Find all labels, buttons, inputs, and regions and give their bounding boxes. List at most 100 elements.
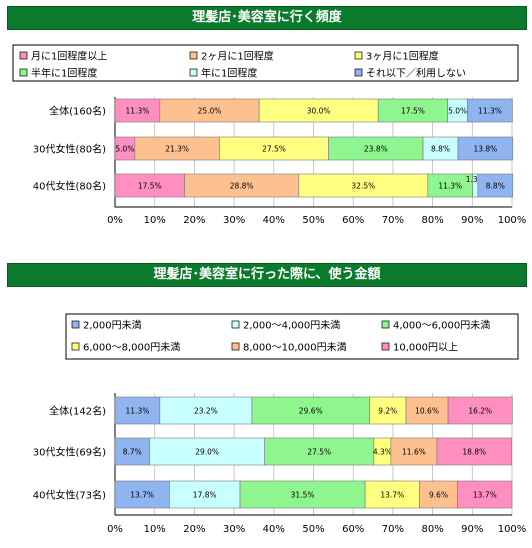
data-label: 8.7%: [123, 448, 142, 457]
legend-swatch: [189, 51, 198, 60]
legend-swatch: [71, 342, 80, 351]
x-tick-label: 70%: [382, 215, 404, 226]
x-tick-label: 70%: [382, 524, 404, 535]
legend-swatch: [19, 68, 28, 77]
x-tick-label: 20%: [183, 524, 205, 535]
category-label: 40代女性(80名): [33, 180, 106, 193]
bar-segment: [114, 480, 170, 509]
category-label: 40代女性(73名): [33, 489, 106, 502]
category-label: 30代女性(80名): [33, 143, 106, 156]
data-label: 5.0%: [115, 145, 134, 154]
x-tick-label: 0%: [107, 215, 123, 226]
data-label: 4.3%: [373, 448, 392, 457]
data-label: 1.3%: [466, 175, 485, 184]
bar-segment: [457, 480, 513, 509]
x-tick-label: 50%: [302, 524, 324, 535]
bar-segment: [405, 396, 449, 425]
legend-entry: 4,000～6,000円未満: [393, 320, 490, 332]
data-label: 8.8%: [486, 182, 505, 191]
legend-entry: 月に1回程度以上: [31, 50, 107, 63]
legend-swatch: [231, 320, 240, 329]
legend-entry: 10,000円以上: [393, 342, 458, 354]
bar-segment: [239, 480, 366, 509]
legend-box: [12, 44, 519, 82]
legend-swatch: [381, 342, 390, 351]
x-tick-label: 10%: [144, 524, 166, 535]
data-label: 29.6%: [299, 407, 323, 416]
legend-entry: 3ヶ月に1回程度: [366, 50, 439, 63]
x-tick-label: 90%: [461, 215, 483, 226]
data-label: 10.6%: [415, 407, 439, 416]
category-label: 全体(142名): [49, 405, 106, 418]
x-tick-label: 90%: [461, 524, 483, 535]
legend-entry: 2ヶ月に1回程度: [201, 50, 274, 63]
x-tick-label: 100%: [498, 524, 527, 535]
data-label: 17.5%: [138, 182, 162, 191]
data-label: 5.0%: [448, 107, 467, 116]
chart2-title: 理髪店･美容室に行った際に、使う金額: [7, 263, 527, 287]
data-label: 13.7%: [130, 491, 154, 500]
x-tick-label: 50%: [302, 215, 324, 226]
data-label: 18.8%: [462, 448, 486, 457]
legend-entry: 半年に1回程度: [31, 67, 97, 80]
bar-segment: [369, 396, 407, 425]
data-label: 9.6%: [429, 491, 448, 500]
data-label: 8.8%: [431, 145, 450, 154]
data-label: 17.5%: [401, 107, 425, 116]
legend-swatch: [189, 68, 198, 77]
x-tick-label: 30%: [223, 215, 245, 226]
x-tick-label: 60%: [342, 215, 364, 226]
bar-segment: [159, 396, 253, 425]
legend-entry: 2,000～4,000円未満: [243, 320, 340, 332]
data-label: 13.7%: [473, 491, 497, 500]
data-label: 27.5%: [262, 145, 286, 154]
bar-segment: [467, 98, 513, 123]
x-tick-label: 10%: [144, 215, 166, 226]
bar-segment: [457, 136, 514, 161]
x-tick-label: 20%: [183, 215, 205, 226]
data-label: 29.0%: [195, 448, 219, 457]
data-label: 11.3%: [126, 407, 150, 416]
legend-entry: 6,000～8,000円未満: [83, 342, 180, 354]
data-label: 13.8%: [473, 145, 497, 154]
data-label: 30.0%: [307, 107, 331, 116]
data-label: 27.5%: [307, 448, 331, 457]
bar-segment: [447, 396, 513, 425]
bar-segment: [390, 437, 438, 466]
data-label: 11.3%: [438, 182, 462, 191]
data-label: 28.8%: [230, 182, 254, 191]
bar-segment: [169, 480, 241, 509]
legend-swatch: [231, 342, 240, 351]
x-tick-label: 80%: [421, 215, 443, 226]
category-label: 30代女性(69名): [33, 446, 106, 459]
legend-entry: 年に1回程度: [201, 67, 257, 80]
data-label: 31.5%: [291, 491, 315, 500]
category-label: 全体(160名): [49, 105, 106, 118]
legend-box: [65, 313, 519, 360]
legend-swatch: [381, 320, 390, 329]
bar-segment: [364, 480, 420, 509]
x-tick-label: 30%: [223, 524, 245, 535]
data-label: 25.0%: [198, 107, 222, 116]
data-label: 23.8%: [364, 145, 388, 154]
chart-2-legend: 2,000円未満 2,000～4,000円未満 4,000～6,000円未満 6,00…: [65, 313, 519, 360]
legend-entry: 2,000円未満: [83, 320, 142, 332]
x-tick-label: 80%: [421, 524, 443, 535]
data-label: 17.8%: [193, 491, 217, 500]
data-label: 11.3%: [126, 107, 150, 116]
chart-2: 2,000円未満 2,000～4,000円未満 4,000～6,000円未満 6,00…: [33, 313, 527, 535]
legend-entry: それ以下／利用しない: [366, 68, 466, 80]
bar-segment: [149, 437, 265, 466]
x-tick-label: 60%: [342, 524, 364, 535]
bar-segment: [419, 480, 458, 509]
data-label: 13.7%: [380, 491, 404, 500]
legend-entry: 8,000～10,000円未満: [243, 342, 347, 354]
legend-swatch: [354, 51, 363, 60]
data-label: 23.2%: [194, 407, 218, 416]
data-label: 16.2%: [468, 407, 492, 416]
data-label: 11.6%: [402, 448, 426, 457]
legend-swatch: [19, 51, 28, 60]
bar-segment: [477, 173, 514, 198]
